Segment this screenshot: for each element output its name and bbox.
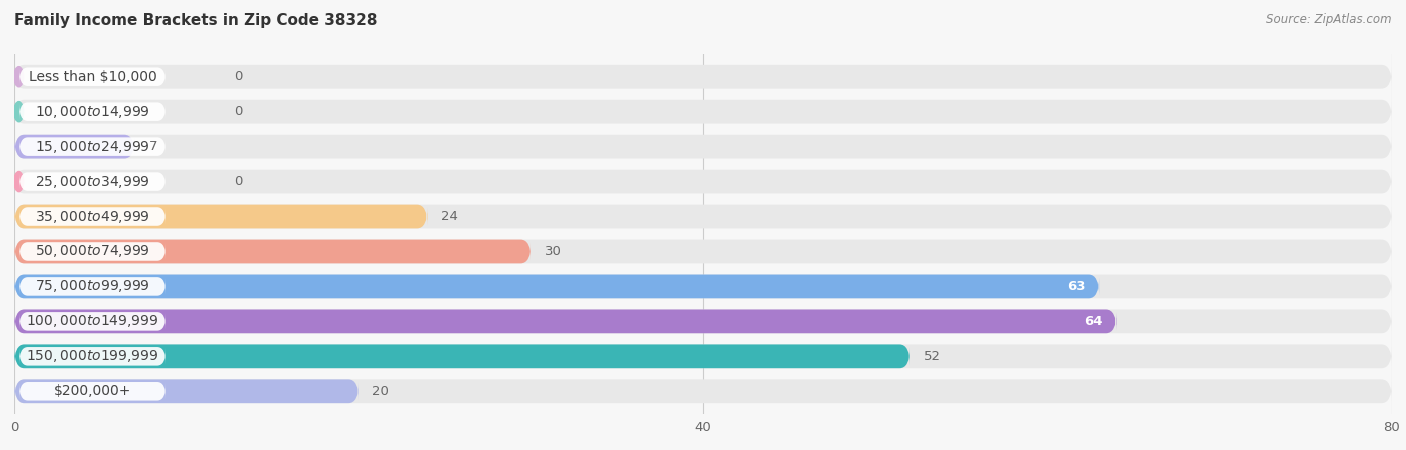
FancyBboxPatch shape	[20, 68, 166, 86]
Text: $200,000+: $200,000+	[53, 384, 131, 398]
FancyBboxPatch shape	[20, 172, 166, 191]
Text: 0: 0	[235, 70, 243, 83]
Text: 24: 24	[441, 210, 458, 223]
Text: 20: 20	[373, 385, 389, 398]
Text: 0: 0	[235, 175, 243, 188]
FancyBboxPatch shape	[14, 310, 1392, 333]
Text: $75,000 to $99,999: $75,000 to $99,999	[35, 279, 150, 294]
Text: 30: 30	[544, 245, 561, 258]
Text: Family Income Brackets in Zip Code 38328: Family Income Brackets in Zip Code 38328	[14, 14, 378, 28]
FancyBboxPatch shape	[14, 135, 1392, 158]
FancyBboxPatch shape	[14, 379, 1392, 403]
Text: $50,000 to $74,999: $50,000 to $74,999	[35, 243, 150, 260]
FancyBboxPatch shape	[14, 65, 1392, 89]
Text: $35,000 to $49,999: $35,000 to $49,999	[35, 208, 150, 225]
Text: Source: ZipAtlas.com: Source: ZipAtlas.com	[1267, 14, 1392, 27]
Text: 63: 63	[1067, 280, 1085, 293]
Circle shape	[14, 171, 24, 192]
FancyBboxPatch shape	[14, 379, 359, 403]
Text: $150,000 to $199,999: $150,000 to $199,999	[27, 348, 159, 364]
FancyBboxPatch shape	[14, 135, 135, 158]
FancyBboxPatch shape	[20, 103, 166, 121]
FancyBboxPatch shape	[14, 310, 1116, 333]
Text: 64: 64	[1084, 315, 1102, 328]
FancyBboxPatch shape	[14, 274, 1392, 298]
FancyBboxPatch shape	[14, 239, 1392, 263]
FancyBboxPatch shape	[14, 344, 1392, 368]
FancyBboxPatch shape	[20, 242, 166, 261]
FancyBboxPatch shape	[14, 239, 531, 263]
FancyBboxPatch shape	[20, 207, 166, 226]
FancyBboxPatch shape	[20, 277, 166, 296]
Text: $10,000 to $14,999: $10,000 to $14,999	[35, 104, 150, 120]
FancyBboxPatch shape	[20, 347, 166, 365]
Circle shape	[14, 102, 24, 122]
FancyBboxPatch shape	[20, 312, 166, 331]
Text: 52: 52	[924, 350, 941, 363]
Text: $15,000 to $24,999: $15,000 to $24,999	[35, 139, 150, 155]
Text: 0: 0	[235, 105, 243, 118]
FancyBboxPatch shape	[14, 205, 1392, 229]
Text: Less than $10,000: Less than $10,000	[28, 70, 156, 84]
FancyBboxPatch shape	[20, 382, 166, 400]
FancyBboxPatch shape	[14, 170, 1392, 194]
Text: 7: 7	[149, 140, 157, 153]
FancyBboxPatch shape	[14, 205, 427, 229]
Text: $100,000 to $149,999: $100,000 to $149,999	[27, 313, 159, 329]
FancyBboxPatch shape	[14, 274, 1099, 298]
FancyBboxPatch shape	[14, 344, 910, 368]
Circle shape	[14, 67, 24, 87]
FancyBboxPatch shape	[20, 137, 166, 156]
Text: $25,000 to $34,999: $25,000 to $34,999	[35, 174, 150, 189]
FancyBboxPatch shape	[14, 100, 1392, 124]
